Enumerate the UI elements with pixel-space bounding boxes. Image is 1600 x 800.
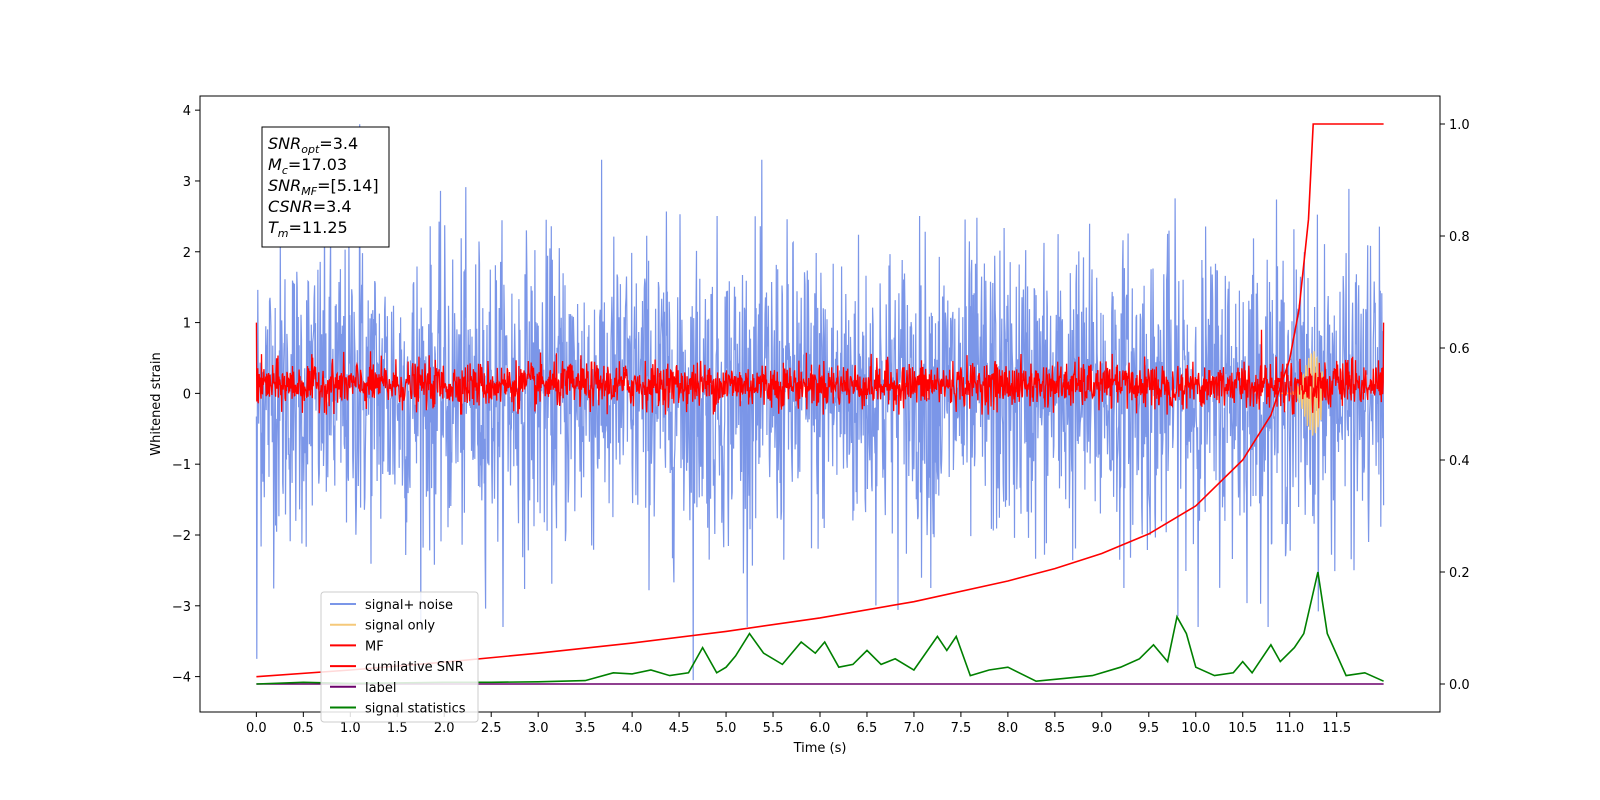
y2-tick-label: 0.8: [1449, 230, 1470, 245]
x-tick-label: 1.0: [340, 721, 361, 736]
legend-label: signal statistics: [365, 702, 466, 717]
x-tick-label: 2.5: [481, 721, 502, 736]
x-tick-label: 9.0: [1091, 721, 1112, 736]
series-signal-only: [1280, 351, 1324, 436]
info-line: SNRMF=[5.14]: [268, 176, 379, 198]
x-tick-label: 2.0: [434, 721, 455, 736]
series-mf: [255, 322, 1385, 415]
x-tick-label: 11.5: [1322, 721, 1351, 736]
info-line: Mc=17.03: [268, 155, 347, 177]
series-signal-noise: [255, 124, 1385, 681]
x-tick-label: 0.5: [293, 721, 314, 736]
x-tick-label: 9.5: [1138, 721, 1159, 736]
legend: signal+ noise signal only MF cumilative SNR…: [320, 591, 479, 723]
x-tick-label: 3.0: [528, 721, 549, 736]
series-cumulative-snr: [256, 123, 1384, 678]
series-signal-statistics: [256, 571, 1384, 685]
x-tick-label: 5.5: [763, 721, 784, 736]
x-tick-label: 5.0: [716, 721, 737, 736]
y-axis-title: Whitened strain: [149, 352, 164, 455]
y2-tick-label: 0.6: [1449, 342, 1470, 357]
x-tick-label: 3.5: [575, 721, 596, 736]
y-tick-label: 0: [183, 387, 191, 402]
legend-label: signal+ noise: [365, 598, 453, 613]
x-tick-label: 10.5: [1228, 721, 1257, 736]
legend-label: label: [365, 681, 396, 696]
y-tick-label: −2: [172, 529, 191, 544]
y-tick-label: 1: [183, 317, 191, 332]
x-tick-label: 11.0: [1275, 721, 1304, 736]
info-box-frame: [261, 126, 390, 248]
y-tick-label: 2: [183, 246, 191, 261]
x-tick-label: 4.5: [669, 721, 690, 736]
x-tick-label: 7.5: [951, 721, 972, 736]
legend-label: signal only: [365, 619, 435, 634]
y-tick-label: −4: [172, 671, 191, 686]
x-tick-label: 1.5: [387, 721, 408, 736]
info-line: Tm=11.25: [268, 218, 348, 240]
y-tick-label: −3: [172, 600, 191, 615]
x-axis: 0.0 0.5 1.0 1.5 2.0 2.5 3.0 3.5 4.0 4.5 5.0 5.5 6.0 6…: [246, 712, 1351, 736]
y2-tick-label: 0.2: [1449, 566, 1470, 581]
y2-tick-label: 1.0: [1449, 118, 1470, 133]
y-tick-label: 4: [183, 104, 191, 119]
x-tick-label: 6.5: [857, 721, 878, 736]
y-axis-left: 4 3 2 1 0 −1 −2 −3 −4: [172, 104, 200, 686]
y2-tick-label: 0.0: [1449, 678, 1470, 693]
x-tick-label: 0.0: [246, 721, 267, 736]
info-line: SNRopt=3.4: [268, 134, 358, 156]
y-axis-right: 1.0 0.8 0.6 0.4 0.2 0.0: [1440, 118, 1470, 693]
x-tick-label: 8.5: [1045, 721, 1066, 736]
x-tick-label: 8.0: [998, 721, 1019, 736]
x-axis-title: Time (s): [793, 741, 847, 756]
x-tick-label: 6.0: [810, 721, 831, 736]
y2-tick-label: 0.4: [1449, 454, 1470, 469]
y-tick-label: 3: [183, 175, 191, 190]
y-tick-label: −1: [172, 458, 191, 473]
x-tick-label: 10.0: [1181, 721, 1210, 736]
x-tick-label: 7.0: [904, 721, 925, 736]
legend-label: cumilative SNR: [365, 660, 464, 675]
info-line: CSNR=3.4: [268, 197, 352, 216]
x-tick-label: 4.0: [622, 721, 643, 736]
legend-label: MF: [365, 639, 384, 654]
legend-frame: [320, 591, 479, 723]
